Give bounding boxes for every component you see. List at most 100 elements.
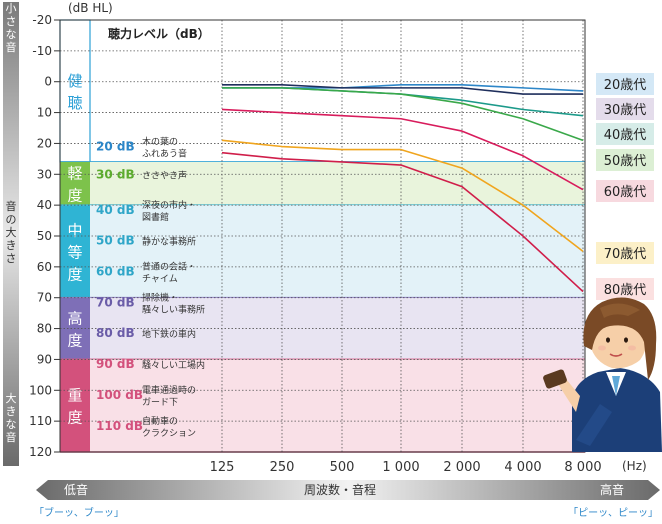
- example-text: 木の葉の: [142, 136, 178, 148]
- example-text: ふれあう音: [142, 148, 187, 160]
- example-text: 電車通過時の: [142, 384, 196, 396]
- legend-box: [596, 98, 654, 120]
- y-tick-label: 100: [29, 383, 52, 397]
- example-db: 30 dB: [96, 167, 135, 181]
- example-text: 深夜の市内・: [142, 199, 196, 211]
- band-label-char: 健: [67, 72, 82, 90]
- y-unit: (dB HL): [68, 1, 113, 15]
- low-pitch-label: 低音: [64, 482, 88, 497]
- scale-bottom-label: 大きな音: [6, 391, 17, 444]
- band-1: [60, 161, 585, 206]
- band-4: [60, 359, 585, 452]
- x-tick-label: 4 000: [504, 460, 541, 475]
- band-label-char: 軽: [67, 165, 82, 183]
- x-tick-labels: 125 250 500 1 000 2 000 4 000 8 000: [210, 460, 602, 475]
- legend-box: [596, 73, 654, 95]
- band-tab-1: [60, 161, 90, 206]
- y-tick-label: -10: [32, 44, 52, 58]
- example-db: 50 dB: [96, 234, 135, 248]
- frequency-axis-label: 周波数・音程: [304, 482, 376, 497]
- y-tick-label: 30: [37, 167, 52, 181]
- example-db: 100 dB: [96, 388, 143, 402]
- example-text: 騒々しい事務所: [142, 303, 205, 315]
- y-tick-label: 70: [37, 291, 52, 305]
- example-text: 自動車の: [142, 415, 178, 427]
- example-db: 20 dB: [96, 140, 135, 154]
- series-line: [221, 139, 584, 253]
- x-tick-label: 1 000: [382, 460, 419, 475]
- y-tick-label: 10: [37, 106, 52, 120]
- legend-label: 80歳代: [604, 283, 647, 298]
- y-tick-label: 120: [29, 445, 52, 459]
- x-tick-label: 2 000: [443, 460, 480, 475]
- band-label-char: 等: [67, 243, 82, 261]
- band-label-char: 聴: [67, 94, 82, 112]
- high-pitch-label: 高音: [600, 482, 624, 497]
- y-tick-label: 0: [44, 75, 52, 89]
- legend-label: 30歳代: [604, 103, 647, 118]
- series-lines: [221, 84, 584, 293]
- legend-box: [596, 242, 654, 264]
- example-text: 掃除機・: [142, 291, 178, 303]
- y-tick-label: 50: [37, 229, 52, 243]
- scale-middle-label: 音の大きさ: [6, 199, 17, 265]
- series-line: [222, 87, 584, 142]
- x-unit: (Hz): [622, 459, 647, 473]
- example-db: 110 dB: [96, 419, 143, 433]
- y-tick-labels: -20 -10 0 10 20 30 40 50 60 70 80 90 100 110 120: [29, 13, 60, 459]
- low-sound-text: 「ブーッ、ブーッ」: [34, 506, 124, 519]
- woman-illustration: [543, 297, 662, 452]
- y-tick-label: 90: [37, 352, 52, 366]
- y-tick-label: 20: [37, 136, 52, 150]
- x-tick-label: 500: [330, 460, 355, 475]
- example-text: 図書館: [142, 211, 169, 223]
- legend-label: 40歳代: [604, 128, 647, 143]
- y-tick-label: -20: [32, 13, 52, 27]
- band-tab-0: [59, 19, 91, 163]
- band-2: [60, 205, 585, 298]
- band-label-char: 重: [67, 387, 82, 405]
- band-tab-4: [60, 359, 90, 452]
- high-sound-text: 「ピーッ、ピーッ」: [568, 507, 658, 519]
- y-tick-label: 40: [37, 198, 52, 212]
- frequency-axis-arrow: 低音 周波数・音程 高音 「ブーッ、ブーッ」 「ピーッ、ピーッ」: [34, 480, 660, 519]
- series-line: [221, 108, 584, 191]
- series-line: [221, 151, 584, 293]
- example-text: 騒々しい工場内: [142, 359, 205, 371]
- example-text: 普通の会話・: [142, 260, 196, 272]
- band-label-char: 度: [67, 265, 82, 283]
- x-tick-label: 125: [210, 460, 235, 475]
- series-line: [222, 84, 583, 95]
- legend-box: [596, 123, 654, 145]
- example-text: 静かな事務所: [142, 236, 196, 248]
- loudness-scale: 小さな音 音の大きさ 大きな音: [3, 2, 19, 466]
- legend-label: 60歳代: [604, 185, 647, 200]
- example-db: 80 dB: [96, 326, 135, 340]
- legend-box: [596, 149, 654, 171]
- example-text: 地下鉄の車内: [142, 328, 196, 340]
- band-label-char: 中: [67, 221, 82, 239]
- band-0: [60, 20, 585, 162]
- example-text: チャイム: [142, 273, 178, 284]
- legend-box: [596, 180, 654, 202]
- legend-label: 70歳代: [604, 247, 647, 262]
- y-tick-label: 60: [37, 260, 52, 274]
- legend-label: 50歳代: [604, 154, 647, 169]
- example-db: 70 dB: [96, 295, 135, 309]
- legend-label: 20歳代: [604, 78, 647, 93]
- legend: 20歳代 30歳代 40歳代 50歳代 60歳代 70歳代 80歳代: [596, 73, 654, 300]
- x-tick-label: 250: [270, 460, 295, 475]
- example-db: 40 dB: [96, 203, 135, 217]
- band-label-char: 度: [67, 187, 82, 205]
- chart-title: 聴力レベル（dB）: [108, 26, 210, 41]
- example-text: ガード下: [142, 397, 178, 408]
- band-label-char: 度: [67, 332, 82, 350]
- scale-top-label: 小さな音: [6, 2, 17, 54]
- legend-box: [596, 278, 654, 300]
- y-tick-label: 80: [37, 322, 52, 336]
- example-db: 90 dB: [96, 357, 135, 371]
- example-text: クラクション: [142, 428, 196, 439]
- band-label-char: 高: [67, 310, 82, 328]
